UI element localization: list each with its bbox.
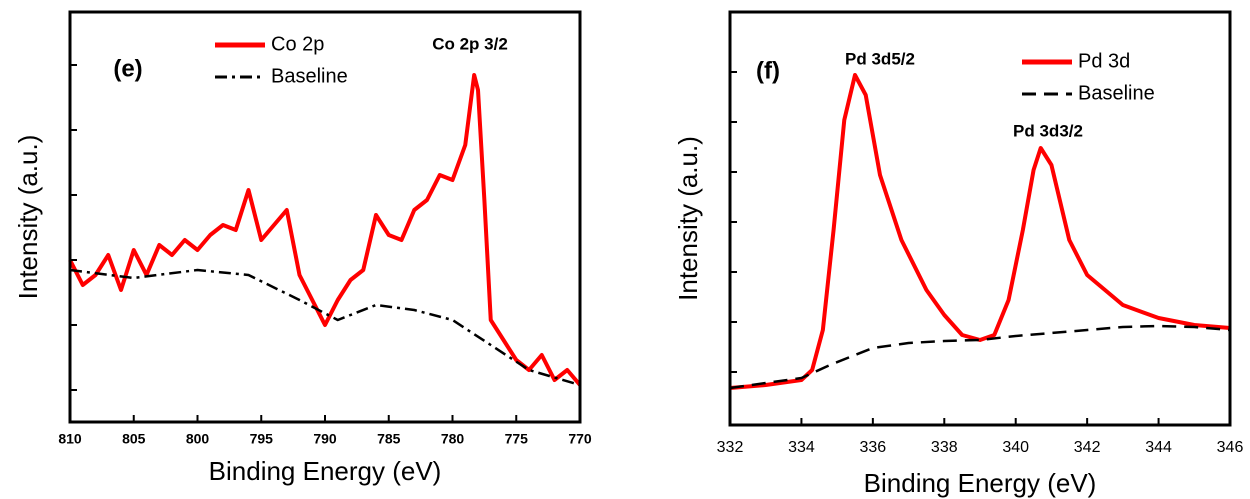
x-tick-label: 342 [1074,439,1101,456]
peak-annotation: Co 2p 3/2 [432,34,508,53]
x-axis-label: Binding Energy (eV) [864,468,1097,498]
x-tick-label: 344 [1145,439,1172,456]
x-tick-label: 795 [250,431,274,447]
x-tick-label: 785 [377,431,401,447]
x-tick-label: 336 [860,439,887,456]
panel-label: (f) [756,57,780,84]
peak-annotation: Pd 3d5/2 [845,49,915,68]
data-line [68,73,582,387]
x-axis-label: Binding Energy (eV) [209,456,442,486]
x-tick-label: 800 [186,431,210,447]
x-tick-label: 810 [58,431,82,447]
legend-label: Pd 3d [1078,50,1130,72]
peak-annotation: Pd 3d3/2 [1013,121,1083,140]
legend-label: Baseline [271,65,348,87]
y-axis-label: Intensity (a.u.) [673,136,703,301]
legend-label: Co 2p [271,33,324,55]
data-line [729,73,1231,390]
legend-label: Baseline [1078,82,1155,104]
x-tick-label: 338 [931,439,958,456]
x-tick-label: 346 [1217,439,1244,456]
y-axis-label: Intensity (a.u.) [13,135,43,300]
x-tick-label: 780 [441,431,465,447]
data-line [729,324,1231,390]
x-tick-label: 334 [788,439,815,456]
x-tick-label: 340 [1002,439,1029,456]
x-tick-label: 770 [568,431,592,447]
plot-frame [728,10,1232,427]
data-line [69,268,581,387]
x-tick-label: 332 [717,439,744,456]
x-tick-label: 790 [313,431,337,447]
panel-label: (e) [113,55,142,82]
x-tick-label: 775 [505,431,529,447]
x-tick-label: 805 [122,431,146,447]
